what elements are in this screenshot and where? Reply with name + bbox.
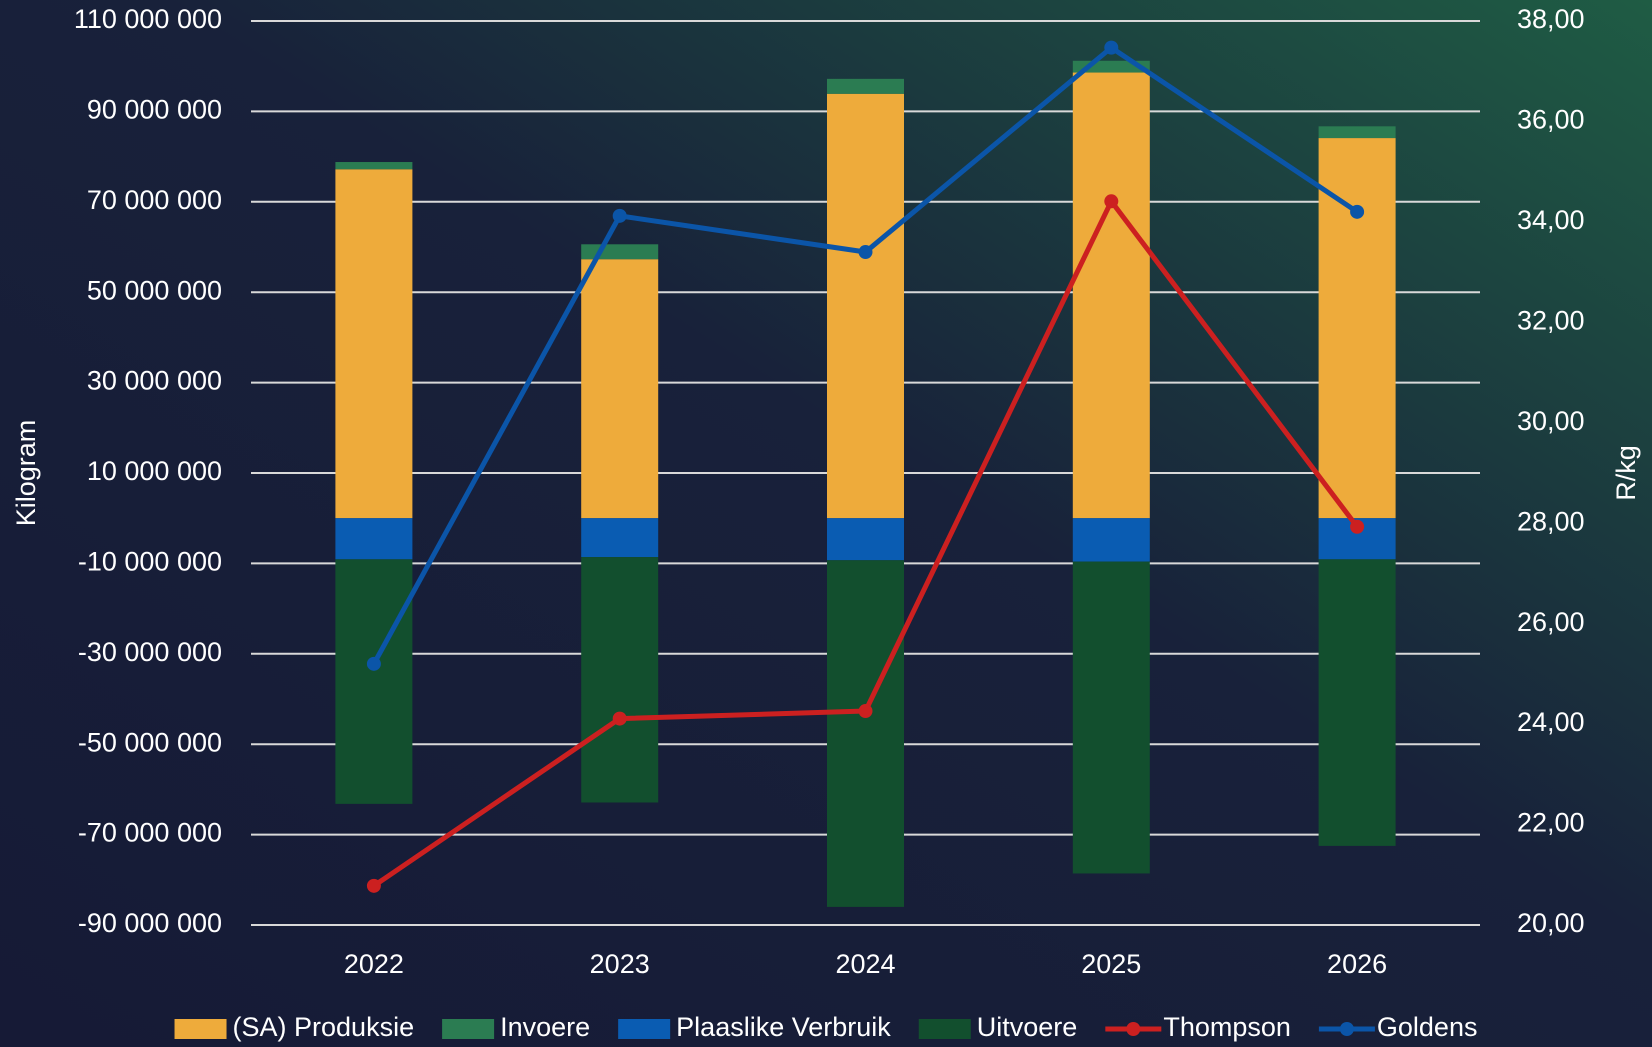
legend-label: (SA) Produksie <box>233 1012 415 1042</box>
bar-segment <box>827 78 904 94</box>
legend-swatch-marker <box>1339 1022 1354 1036</box>
legend-label: Thompson <box>1163 1012 1291 1042</box>
line-marker <box>366 878 381 893</box>
y2-tick-label: 24,00 <box>1517 707 1585 737</box>
y-tick-label: -30 000 000 <box>78 637 222 667</box>
bar-segment <box>581 259 659 519</box>
y2-tick-label: 36,00 <box>1517 105 1585 135</box>
y2-tick-label: 20,00 <box>1517 908 1585 938</box>
legend-label: Goldens <box>1377 1012 1478 1042</box>
y-axis-title: Kilogram <box>11 420 41 527</box>
line-marker <box>612 208 627 223</box>
y2-tick-label: 38,00 <box>1517 4 1585 34</box>
bar-segment <box>1318 559 1396 846</box>
line-marker <box>1350 204 1365 219</box>
x-tick-label: 2026 <box>1327 949 1387 979</box>
y2-tick-label: 30,00 <box>1517 406 1585 436</box>
legend-item: (SA) Produksie <box>174 1012 415 1042</box>
y2-tick-label: 34,00 <box>1517 205 1585 235</box>
bar-segment <box>827 560 904 907</box>
y2-tick-label: 32,00 <box>1517 305 1585 335</box>
bar-segment <box>581 557 659 803</box>
bar-segment <box>1318 138 1396 519</box>
y2-tick-label: 28,00 <box>1517 506 1585 536</box>
line-marker <box>1104 194 1119 209</box>
legend-swatch <box>918 1019 971 1039</box>
legend-item: Invoere <box>442 1012 590 1042</box>
legend-swatch-marker <box>1126 1022 1141 1036</box>
line-marker <box>1350 519 1365 534</box>
bar-segment <box>1072 60 1150 73</box>
line-marker <box>612 711 627 726</box>
bar-segment <box>335 518 413 560</box>
legend-label: Uitvoere <box>977 1012 1078 1042</box>
legend-swatch <box>618 1019 671 1039</box>
legend-item: Uitvoere <box>918 1012 1078 1042</box>
line-marker <box>858 704 873 719</box>
y-tick-label: 30 000 000 <box>87 366 222 396</box>
x-tick-label: 2024 <box>835 949 895 979</box>
bar-segment <box>335 162 413 170</box>
legend-swatch <box>174 1019 227 1039</box>
y-tick-label: 70 000 000 <box>87 185 222 215</box>
y-tick-label: 50 000 000 <box>87 275 222 305</box>
x-tick-label: 2025 <box>1081 949 1141 979</box>
bar-segment <box>335 559 413 804</box>
y-tick-label: 90 000 000 <box>87 95 222 125</box>
bar-segment <box>581 518 659 558</box>
bar-segment <box>1318 126 1396 139</box>
y2-tick-label: 22,00 <box>1517 808 1585 838</box>
y-tick-label: -50 000 000 <box>78 727 222 757</box>
bar-segment <box>827 518 904 561</box>
bar-segment <box>1072 518 1150 562</box>
line-marker <box>1104 40 1119 55</box>
bar-segment <box>335 169 413 519</box>
legend-item: Plaaslike Verbruik <box>618 1012 891 1042</box>
y2-tick-label: 26,00 <box>1517 607 1585 637</box>
legend-item: Goldens <box>1318 1012 1478 1042</box>
bar-segment <box>827 93 904 519</box>
legend-label: Plaaslike Verbruik <box>676 1012 891 1042</box>
x-tick-label: 2023 <box>590 949 650 979</box>
line-marker <box>366 656 381 671</box>
legend-swatch <box>442 1019 495 1039</box>
x-tick-label: 2022 <box>344 949 404 979</box>
y-tick-label: -10 000 000 <box>78 547 222 577</box>
y-tick-label: -90 000 000 <box>78 908 222 938</box>
y2-axis-title: R/kg <box>1611 445 1641 501</box>
legend-item: Thompson <box>1105 1012 1291 1042</box>
legend-label: Invoere <box>500 1012 590 1042</box>
y-tick-label: 110 000 000 <box>74 4 222 34</box>
line-marker <box>858 245 873 260</box>
y-tick-label: 10 000 000 <box>87 456 222 486</box>
bar-segment <box>1072 72 1150 519</box>
bar-segment <box>1072 561 1150 874</box>
y-tick-label: -70 000 000 <box>78 818 222 848</box>
bar-segment <box>581 244 659 260</box>
